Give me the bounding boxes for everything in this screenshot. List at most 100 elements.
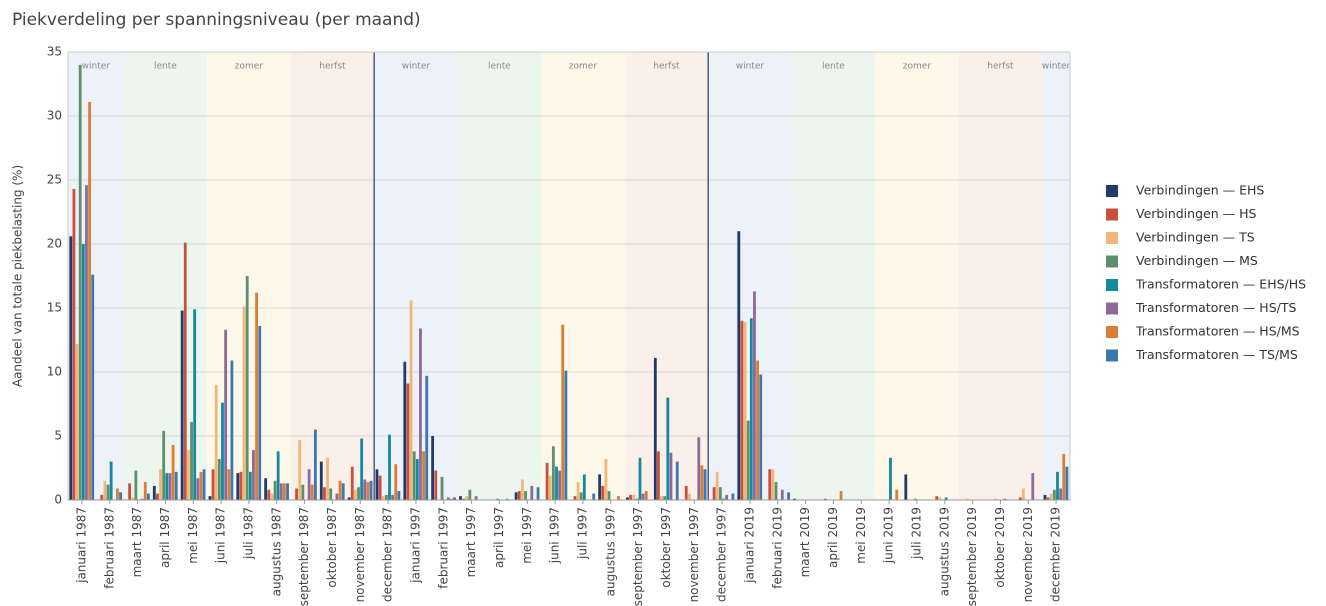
- bar: [193, 309, 197, 500]
- bar: [357, 487, 360, 500]
- x-tick-label: september 1987: [297, 507, 311, 606]
- bar: [520, 479, 524, 500]
- bar: [168, 473, 172, 500]
- chart-title: Piekverdeling per spanningsniveau (per m…: [12, 10, 421, 30]
- season-label: zomer: [903, 62, 932, 72]
- bar: [88, 101, 91, 501]
- legend-label: Verbindingen — EHS: [1136, 183, 1264, 198]
- bar: [517, 491, 521, 500]
- bar: [551, 446, 555, 500]
- bar: [675, 461, 679, 500]
- bar: [725, 494, 729, 500]
- bar: [607, 491, 611, 500]
- bar: [474, 496, 478, 500]
- bar: [412, 451, 416, 500]
- season-band: [1042, 52, 1070, 500]
- bar: [1031, 473, 1035, 500]
- bar: [267, 489, 271, 500]
- bar: [839, 491, 843, 500]
- x-tick-label: mei 1997: [520, 507, 534, 564]
- bar: [573, 496, 577, 500]
- bar: [669, 452, 673, 500]
- bar: [369, 480, 373, 500]
- bar: [208, 496, 212, 500]
- legend-swatch: [1106, 208, 1118, 221]
- bar: [703, 469, 707, 500]
- x-tick-label: december 1987: [381, 507, 395, 602]
- x-tick-label: november 2019: [1021, 507, 1035, 602]
- bar: [258, 325, 262, 500]
- bar: [1065, 466, 1069, 500]
- bar: [323, 487, 326, 500]
- bar: [684, 485, 688, 500]
- bar: [780, 489, 784, 500]
- bar: [579, 492, 583, 500]
- bar: [146, 493, 150, 500]
- season-label: herfst: [653, 62, 680, 72]
- season-band: [290, 52, 375, 500]
- bar: [787, 492, 790, 500]
- bar: [341, 483, 345, 500]
- bar: [712, 487, 716, 500]
- x-tick-label: mei 2019: [854, 507, 868, 564]
- bar: [338, 480, 342, 500]
- bar: [1049, 493, 1053, 500]
- bar: [824, 498, 827, 500]
- x-tick-label: augustus 1987: [269, 507, 283, 596]
- bar: [313, 429, 317, 500]
- bar: [190, 421, 193, 500]
- bar: [459, 496, 462, 500]
- bar: [196, 478, 200, 500]
- bar: [700, 465, 704, 500]
- bar: [743, 322, 747, 500]
- bar: [1059, 488, 1063, 500]
- y-tick-label: 5: [54, 429, 62, 443]
- bar: [255, 292, 258, 500]
- bar: [994, 498, 997, 500]
- bar: [227, 469, 231, 500]
- bar: [1062, 453, 1066, 500]
- bar: [109, 461, 113, 500]
- season-label: lente: [154, 62, 177, 72]
- legend-label: Verbindingen — TS: [1136, 230, 1255, 245]
- x-tick-label: december 2019: [1049, 507, 1063, 602]
- bar: [397, 491, 401, 500]
- bar: [326, 457, 329, 500]
- season-label: lente: [488, 62, 511, 72]
- bar: [938, 497, 942, 500]
- x-tick-label: november 1987: [353, 507, 367, 602]
- y-tick-label: 15: [47, 301, 62, 315]
- y-tick-label: 25: [47, 173, 62, 187]
- bar: [524, 491, 527, 500]
- bar: [653, 357, 657, 500]
- bar: [162, 430, 166, 500]
- bar: [913, 498, 917, 500]
- bar: [1003, 498, 1007, 500]
- x-tick-label: januari 2019: [742, 507, 756, 584]
- bar: [186, 450, 190, 500]
- bar: [715, 471, 719, 500]
- bar: [431, 436, 435, 500]
- bar: [116, 488, 119, 500]
- legend-label: Verbindingen — MS: [1136, 253, 1258, 268]
- bar: [753, 291, 756, 500]
- bar: [276, 451, 280, 500]
- bar: [307, 469, 311, 500]
- bar: [576, 482, 580, 500]
- bar: [69, 236, 73, 500]
- season-label: winter: [82, 62, 111, 72]
- bar: [388, 434, 391, 500]
- bar: [718, 487, 722, 500]
- bar: [381, 496, 385, 500]
- season-band: [123, 52, 208, 500]
- y-tick-label: 35: [47, 45, 62, 59]
- bar: [465, 496, 469, 500]
- bar: [230, 360, 234, 500]
- bar: [360, 438, 364, 500]
- bar: [453, 497, 456, 500]
- x-tick-label: november 1997: [687, 507, 701, 602]
- bar: [756, 360, 759, 500]
- bar: [248, 471, 252, 500]
- x-tick-label: december 1997: [715, 507, 729, 602]
